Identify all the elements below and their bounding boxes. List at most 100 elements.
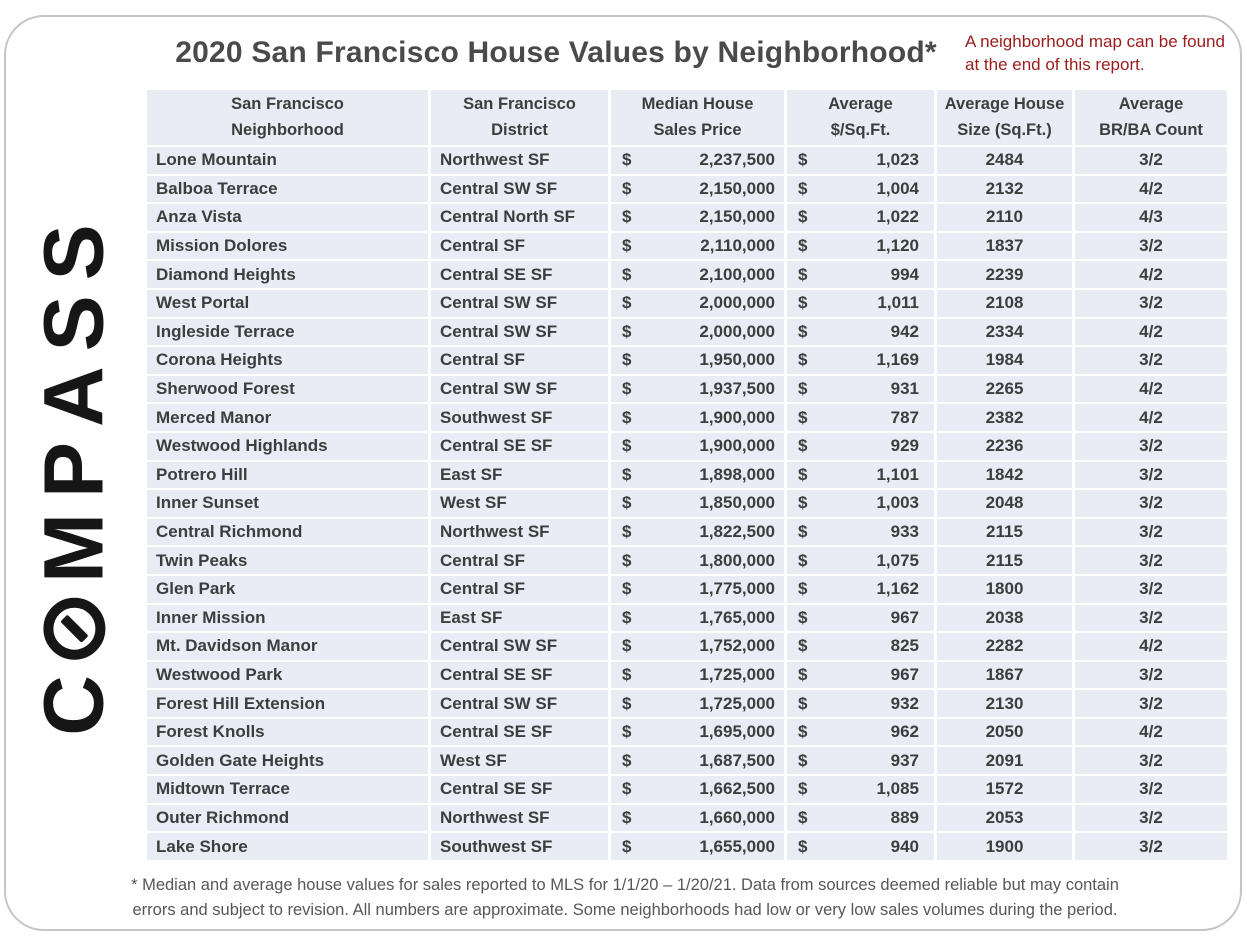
cell-avg-per-sqft: $962 [787,718,934,746]
cell-br-ba: 4/2 [1075,633,1227,660]
currency-symbol: $ [622,464,632,484]
cell-avg-size: 1842 [937,461,1072,489]
cell-avg-size: 2108 [937,289,1072,317]
cell-avg-size: 2110 [937,204,1072,231]
currency-symbol: $ [798,693,808,713]
sqft-value: 1,004 [876,178,919,198]
cell-median-price: $1,695,000 [611,718,784,746]
cell-avg-size: 2382 [937,404,1072,431]
header-line: Neighborhood [231,120,344,139]
map-note: A neighborhood map can be found at the e… [965,32,1225,75]
sqft-value: 787 [890,407,919,427]
currency-symbol: $ [622,550,632,570]
logo-letter: S [26,224,121,281]
cell-avg-per-sqft: $933 [787,518,934,546]
header-line: Average House [944,94,1065,113]
cell-br-ba: 3/2 [1075,604,1227,632]
cell-br-ba: 4/2 [1075,404,1227,431]
cell-median-price: $1,950,000 [611,347,784,374]
compass-o-icon [43,598,105,661]
cell-br-ba: 3/2 [1075,776,1227,803]
price-value: 1,725,000 [699,664,775,684]
cell-avg-size: 2053 [937,804,1072,832]
currency-symbol: $ [622,321,632,341]
price-value: 1,662,500 [699,779,775,799]
price-value: 2,100,000 [699,264,775,284]
cell-median-price: $2,150,000 [611,204,784,231]
cell-neighborhood: West Portal [147,289,428,317]
cell-avg-per-sqft: $1,022 [787,204,934,231]
cell-avg-per-sqft: $889 [787,804,934,832]
price-value: 1,695,000 [699,722,775,742]
price-value: 1,900,000 [699,436,775,456]
cell-district: Central North SF [431,204,608,231]
cell-avg-size: 2236 [937,432,1072,460]
currency-symbol: $ [798,407,808,427]
cell-median-price: $1,900,000 [611,404,784,431]
cell-br-ba: 4/2 [1075,175,1227,203]
header-line: $/Sq.Ft. [830,120,891,139]
cell-br-ba: 4/3 [1075,204,1227,231]
currency-symbol: $ [798,750,808,770]
price-value: 2,110,000 [700,236,775,256]
cell-br-ba: 3/2 [1075,518,1227,546]
cell-neighborhood: Inner Sunset [147,490,428,517]
cell-br-ba: 3/2 [1075,289,1227,317]
cell-avg-size: 2334 [937,318,1072,346]
column-header-district: San Francisco District [431,90,608,145]
currency-symbol: $ [622,379,632,399]
cell-br-ba: 4/2 [1075,375,1227,403]
price-value: 1,800,000 [699,550,775,570]
cell-district: Southwest SF [431,404,608,431]
currency-symbol: $ [798,664,808,684]
page-header: 2020 San Francisco House Values by Neigh… [147,22,1227,77]
currency-symbol: $ [622,407,632,427]
currency-symbol: $ [798,464,808,484]
cell-median-price: $2,237,500 [611,147,784,174]
cell-district: West SF [431,490,608,517]
cell-br-ba: 3/2 [1075,804,1227,832]
cell-avg-size: 2265 [937,375,1072,403]
price-value: 1,660,000 [699,807,775,827]
sqft-value: 967 [890,664,919,684]
cell-district: Central SW SF [431,318,608,346]
currency-symbol: $ [622,436,632,456]
sqft-value: 1,011 [877,293,919,313]
currency-symbol: $ [798,607,808,627]
header-line: Median House [641,94,754,113]
header-line: San Francisco [463,94,576,113]
currency-symbol: $ [622,722,632,742]
cell-neighborhood: Midtown Terrace [147,776,428,803]
cell-neighborhood: Potrero Hill [147,461,428,489]
currency-symbol: $ [798,550,808,570]
compass-wordmark: C M P A S S [26,224,121,735]
sqft-value: 1,085 [876,779,919,799]
cell-median-price: $1,725,000 [611,661,784,689]
footnote: * Median and average house values for sa… [55,873,1195,923]
cell-br-ba: 4/2 [1075,261,1227,288]
sqft-value: 1,120 [876,236,919,256]
price-value: 2,150,000 [699,178,775,198]
currency-symbol: $ [798,178,808,198]
cell-median-price: $2,000,000 [611,289,784,317]
currency-symbol: $ [622,293,632,313]
cell-district: Central SF [431,547,608,574]
currency-symbol: $ [622,236,632,256]
currency-symbol: $ [798,150,808,170]
cell-median-price: $2,150,000 [611,175,784,203]
cell-avg-size: 2132 [937,175,1072,203]
price-value: 1,898,000 [699,464,775,484]
cell-avg-per-sqft: $787 [787,404,934,431]
cell-avg-per-sqft: $940 [787,833,934,860]
footnote-line: errors and subject to revision. All numb… [132,900,1118,919]
cell-median-price: $1,775,000 [611,575,784,603]
cell-neighborhood: Twin Peaks [147,547,428,574]
page-card [4,15,1242,931]
price-value: 2,000,000 [699,321,775,341]
sqft-value: 1,075 [876,550,919,570]
cell-avg-size: 1837 [937,232,1072,260]
currency-symbol: $ [622,350,632,370]
cell-district: Northwest SF [431,804,608,832]
currency-symbol: $ [622,150,632,170]
